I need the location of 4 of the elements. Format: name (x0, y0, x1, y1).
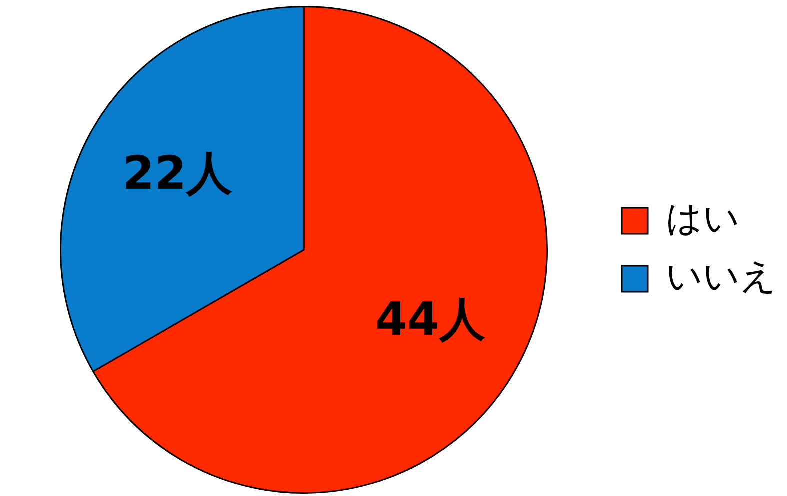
legend-label: いいえ (666, 256, 777, 298)
legend-label: はい (666, 198, 740, 240)
data-label: 22人 (122, 146, 233, 200)
data-label: 44人 (375, 292, 486, 346)
